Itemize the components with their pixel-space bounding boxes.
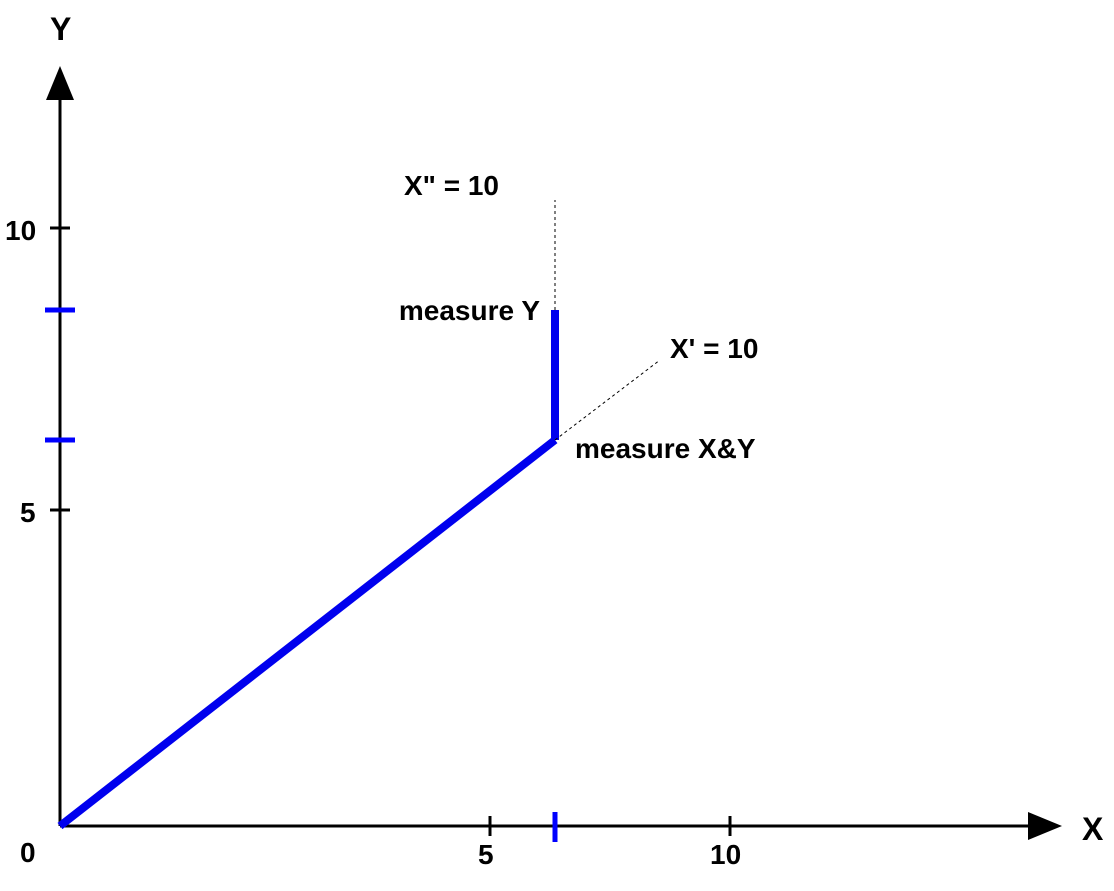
x-axis-arrow xyxy=(1028,812,1062,840)
origin-label: 0 xyxy=(20,837,36,868)
x-tick-label-5: 5 xyxy=(478,839,494,870)
y-axis-arrow xyxy=(46,66,74,100)
annotation-x2: X" = 10 xyxy=(404,170,499,201)
annotation-x1: X' = 10 xyxy=(670,333,758,364)
x-axis-label: X xyxy=(1082,811,1104,847)
x-tick-label-10: 10 xyxy=(710,839,741,870)
y-axis-label: Y xyxy=(50,11,71,47)
y-tick-label-5: 5 xyxy=(20,497,36,528)
diagonal-line xyxy=(60,440,555,826)
annotation-measure-y: measure Y xyxy=(399,295,540,326)
dash-to-x1 xyxy=(555,360,660,440)
annotation-measure-xy: measure X&Y xyxy=(575,433,756,464)
diagram-svg: Y X 0 5 10 5 10 X" = 10 X' = 10 measure … xyxy=(0,0,1114,891)
y-tick-label-10: 10 xyxy=(5,215,36,246)
